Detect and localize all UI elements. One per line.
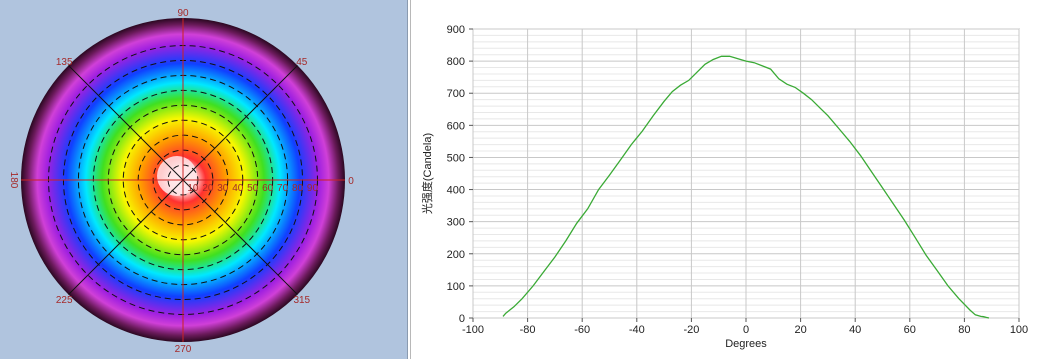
polar-spoke-135 (68, 65, 184, 181)
y-axis-label: 光强度(Candela) (420, 133, 434, 214)
y-tick-label: 700 (447, 88, 465, 100)
x-tick-label: -40 (629, 324, 645, 336)
x-axis-label: Degrees (725, 338, 767, 350)
polar-radial-label-10: 10 (187, 183, 199, 194)
polar-angle-label-0: 0 (348, 176, 354, 187)
polar-angle-label-270: 270 (175, 344, 192, 355)
y-tick-label: 900 (447, 24, 465, 36)
polar-spoke-315 (182, 179, 298, 295)
x-tick-label: 80 (958, 324, 970, 336)
y-tick-label: 100 (447, 281, 465, 293)
x-tick-label: 100 (1010, 324, 1028, 336)
polar-spoke-45 (182, 65, 298, 181)
polar-angle-label-225: 225 (56, 295, 73, 306)
polar-angle-label-315: 315 (293, 295, 310, 306)
x-tick-label: 20 (794, 324, 806, 336)
series-line-0 (502, 55, 990, 319)
polar-spoke-225 (68, 179, 184, 295)
y-tick-label: 200 (447, 249, 465, 261)
y-tick-label: 500 (447, 152, 465, 164)
y-tick-label: 600 (447, 120, 465, 132)
polar-radial-label-70: 70 (277, 183, 289, 194)
x-tick-label: 0 (743, 324, 749, 336)
x-tick-label: 60 (904, 324, 916, 336)
polar-radial-label-20: 20 (202, 183, 214, 194)
y-tick-label: 300 (447, 217, 465, 229)
line-chart-panel: 0 100 200 300 400 500 600 700 800 900 -100 -80 -60 -4… (410, 0, 1038, 359)
polar-plot-panel: 90 45 0 315 270 225 180 135 10 20 30 40 50 60 70 80 90 (0, 0, 408, 359)
x-tick-label: -80 (520, 324, 536, 336)
polar-radial-label-90: 90 (307, 183, 319, 194)
x-tick-label: -60 (574, 324, 590, 336)
polar-radial-label-60: 60 (262, 183, 274, 194)
x-tick-label: -20 (683, 324, 699, 336)
polar-radial-label-50: 50 (247, 183, 259, 194)
x-tick-label: -100 (462, 324, 484, 336)
polar-angle-label-90: 90 (177, 8, 189, 19)
polar-radial-label-80: 80 (292, 183, 304, 194)
x-tick-label: 40 (849, 324, 861, 336)
y-tick-label: 0 (459, 313, 465, 325)
polar-angle-label-45: 45 (296, 57, 308, 68)
polar-angle-label-180: 180 (8, 172, 19, 189)
polar-angle-label-135: 135 (56, 57, 73, 68)
polar-radial-label-30: 30 (217, 183, 229, 194)
y-tick-label: 800 (447, 56, 465, 68)
polar-radial-label-40: 40 (232, 183, 244, 194)
y-tick-label: 400 (447, 185, 465, 197)
